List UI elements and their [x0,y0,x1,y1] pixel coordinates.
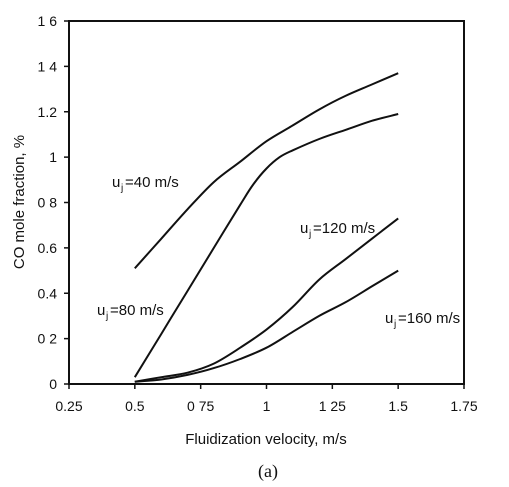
x-tick-label: 0 75 [187,398,214,414]
y-tick-label: 0.4 [38,285,58,301]
y-tick-label: 1 4 [38,58,58,74]
series-label-prefix: u [300,220,308,237]
series-label-subscript: j [308,229,311,240]
series-line-2 [134,217,399,383]
series-labels: u j =40 m/su j =80 m/su j =120 m/su j =160 m/s [97,174,460,330]
y-tick-label: 1 6 [38,13,58,29]
series-label-subscript: j [105,311,108,322]
x-tick-label: 0.5 [125,398,145,414]
y-axis-ticks: 0 0 2 0.4 0.6 0 8 1 1.2 1 4 1 6 [38,13,69,392]
series-label-1: u j =80 m/s [97,302,164,322]
y-tick-label: 0 8 [38,195,58,211]
series-label-subscript: j [393,319,396,330]
series-line-0 [134,72,399,269]
y-tick-label: 0 [49,376,57,392]
series-label-value: =80 m/s [110,302,164,319]
y-tick-label: 0.6 [38,240,58,256]
x-axis-label: Fluidization velocity, m/s [185,431,346,448]
y-tick-label: 1 [49,149,57,165]
series-label-subscript: j [120,183,123,194]
series-lines [133,72,399,383]
series-label-prefix: u [385,310,393,327]
series-label-value: =160 m/s [398,310,460,327]
series-label-prefix: u [97,302,105,319]
series-label-value: =40 m/s [125,174,179,191]
y-tick-label: 0 2 [38,331,58,347]
figure-caption: (a) [258,461,278,482]
series-label-0: u j =40 m/s [112,174,179,194]
x-tick-label: 1 [263,398,271,414]
y-tick-label: 1.2 [38,104,58,120]
series-label-value: =120 m/s [313,220,375,237]
x-tick-label: 1.5 [388,398,408,414]
x-tick-label: 1 25 [319,398,346,414]
x-tick-label: 1.75 [450,398,477,414]
series-label-3: u j =160 m/s [385,310,460,330]
y-axis-label: CO mole fraction, % [11,135,28,269]
x-tick-label: 0.25 [55,398,82,414]
series-label-prefix: u [112,174,120,191]
series-line-1 [133,113,399,378]
series-label-2: u j =120 m/s [300,220,375,240]
series-line-3 [134,269,399,383]
x-axis-ticks: 0.25 0.5 0 75 1 1 25 1.5 1.75 [55,384,478,414]
